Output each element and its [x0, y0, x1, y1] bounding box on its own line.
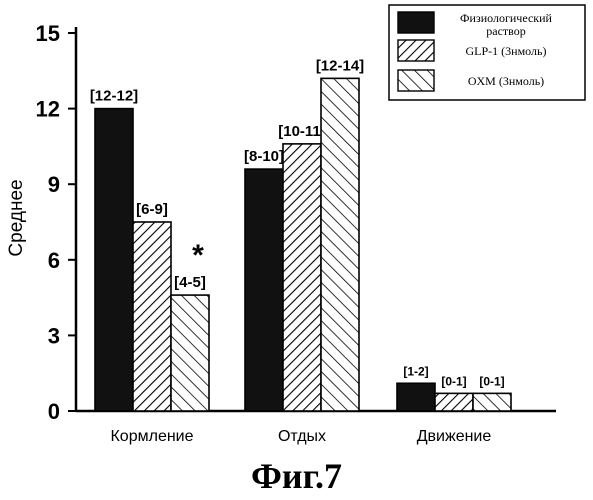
bar-range-label: [8-10]: [244, 148, 284, 165]
y-tick-label: 15: [36, 21, 60, 46]
legend-label: OXM (3нмоль): [468, 74, 544, 88]
x-tick-label: Отдых: [278, 428, 326, 445]
y-tick-label: 9: [48, 172, 60, 197]
legend-swatch: [398, 12, 434, 33]
bar-range-label: [0-1]: [441, 374, 466, 388]
bar: [245, 169, 283, 411]
bar: [171, 295, 209, 411]
legend-swatch: [398, 40, 434, 61]
bar: [435, 393, 473, 411]
bar-range-label: [4-5]: [174, 274, 206, 291]
significance-asterisk: *: [192, 239, 204, 272]
y-tick-label: 12: [36, 97, 60, 122]
bar-range-label: [12-12]: [90, 88, 138, 105]
bar: [95, 109, 133, 411]
y-axis-label: Среднее: [6, 179, 27, 256]
y-tick-label: 0: [48, 399, 60, 424]
bars: [12-12] [6-9] [4-5] [8-10] [10-11] [12-14] [1-…: [90, 57, 511, 411]
bar-range-label: [12-14]: [316, 57, 364, 74]
bar: [283, 144, 321, 411]
bar-range-label: [6-9]: [136, 201, 168, 218]
legend: ФизиологическийрастворGLP-1 (3нмоль)OXM …: [389, 5, 585, 100]
legend-swatch: [398, 70, 434, 91]
bar: [397, 383, 435, 411]
bar: [321, 78, 359, 411]
bar-range-label: [0-1]: [479, 374, 504, 388]
bar-range-label: [10-11]: [278, 123, 326, 140]
x-tick-label: Кормление: [110, 428, 193, 445]
legend-label: GLP-1 (3нмоль): [466, 44, 547, 58]
bar: [473, 393, 511, 411]
y-tick-label: 6: [48, 248, 60, 273]
bar: [133, 222, 171, 411]
bar-range-label: [1-2]: [403, 364, 428, 378]
figure-caption: Фиг.7: [0, 455, 593, 497]
x-tick-label: Движение: [417, 428, 492, 445]
y-tick-label: 3: [48, 323, 60, 348]
